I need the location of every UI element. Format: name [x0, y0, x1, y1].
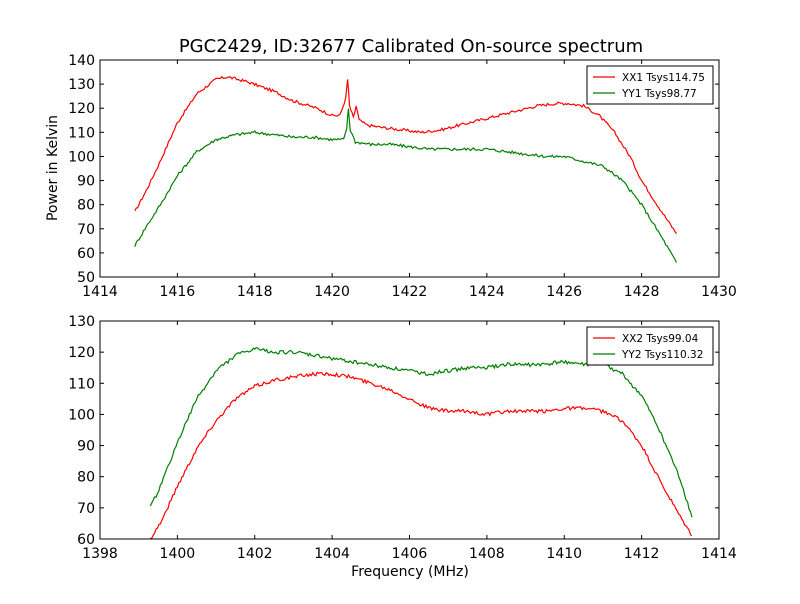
x-tick-label: 1420 [314, 284, 350, 300]
y-tick-label: 90 [77, 174, 95, 190]
y-tick-label: 120 [68, 101, 95, 117]
x-tick-label: 1408 [469, 546, 505, 562]
legend: XX2 Tsys99.04 YY2 Tsys110.32 [586, 326, 714, 366]
legend-label: YY2 Tsys110.32 [621, 349, 703, 361]
series-line-2 [134, 108, 677, 263]
y-tick-label: 110 [68, 125, 95, 141]
x-tick-label: 1426 [546, 284, 582, 300]
x-tick-label: 1424 [469, 284, 505, 300]
y-tick-label: 130 [68, 314, 95, 330]
y-axis-label: Power in Kelvin [45, 115, 61, 221]
y-tick-label: 140 [68, 53, 95, 69]
x-tick-label: 1418 [237, 284, 273, 300]
y-tick-label: 120 [68, 345, 95, 361]
y-tick-label: 80 [77, 470, 95, 486]
x-tick-label: 1400 [160, 546, 196, 562]
x-tick-label: 1414 [701, 546, 737, 562]
x-tick-label: 1414 [82, 284, 118, 300]
y-tick-label: 90 [77, 439, 95, 455]
top-panel: Power in Kelvin 1414 1416 1418 1420 1422 1424… [45, 53, 737, 300]
x-axis-label: Frequency (MHz) [351, 564, 469, 580]
y-tick-label: 70 [77, 222, 95, 238]
x-tick-label: 1422 [392, 284, 428, 300]
y-tick-label: 70 [77, 501, 95, 517]
chart-title: PGC2429, ID:32677 Calibrated On-source s… [179, 36, 643, 57]
y-tick-label: 130 [68, 77, 95, 93]
series-line-1 [134, 75, 677, 234]
x-tick-label: 1402 [237, 546, 273, 562]
x-tick-label: 1410 [546, 546, 582, 562]
bottom-panel: Frequency (MHz) 1398 1400 1402 1404 1406 1408… [68, 314, 737, 580]
y-tick-label: 50 [77, 270, 95, 286]
y-tick-label: 100 [68, 149, 95, 165]
legend: XX1 Tsys114.75 YY1 Tsys98.77 [586, 65, 714, 105]
legend-label: XX1 Tsys114.75 [622, 72, 705, 84]
y-tick-label: 60 [77, 532, 95, 548]
legend-label: XX2 Tsys99.04 [622, 333, 699, 345]
x-tick-label: 1416 [160, 284, 196, 300]
legend-box [586, 65, 714, 105]
x-tick-label: 1398 [82, 546, 118, 562]
series-line-2 [149, 347, 693, 518]
x-tick-label: 1406 [392, 546, 428, 562]
y-tick-label: 110 [68, 376, 95, 392]
y-tick-label: 60 [77, 246, 95, 262]
legend-label: YY1 Tsys98.77 [621, 88, 697, 100]
x-tick-label: 1412 [624, 546, 660, 562]
legend-box [586, 326, 714, 366]
y-tick-label: 80 [77, 198, 95, 214]
x-tick-label: 1404 [314, 546, 350, 562]
series-line-1 [150, 371, 693, 540]
y-tick-label: 100 [68, 407, 95, 423]
x-tick-label: 1430 [701, 284, 737, 300]
x-tick-label: 1428 [624, 284, 660, 300]
